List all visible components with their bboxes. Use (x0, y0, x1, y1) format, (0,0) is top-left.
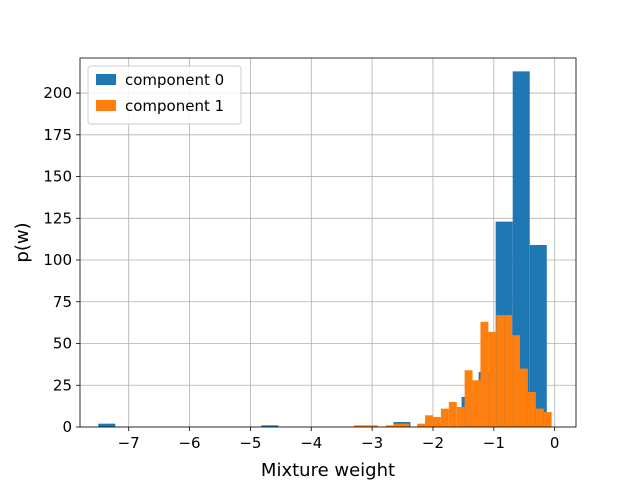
grid (80, 58, 576, 428)
x-tick-label: 0 (550, 434, 560, 452)
x-tick-label: −4 (300, 434, 322, 452)
bar-component-1 (432, 416, 441, 427)
bar-component-1 (385, 425, 394, 427)
bar-component-1 (425, 415, 433, 427)
y-tick-label: 175 (43, 126, 72, 144)
bar-component-1 (464, 370, 473, 427)
bar-component-1 (456, 406, 465, 427)
y-tick-label: 0 (62, 418, 72, 436)
y-tick-label: 200 (43, 84, 72, 102)
x-tick-label: −3 (361, 434, 383, 452)
bar-component-1 (440, 408, 449, 427)
bar-component-1 (496, 315, 505, 427)
x-tick-label: −7 (118, 434, 140, 452)
y-tick-label: 150 (43, 168, 72, 186)
x-tick-label: −5 (239, 434, 261, 452)
bar-component-1 (448, 401, 457, 427)
x-axis: −7 −6 −5 −4 −3 −2 −1 0 (118, 427, 560, 452)
y-axis: 0 25 50 75 100 125 150 175 200 (43, 84, 80, 436)
bar-component-0 (98, 423, 116, 427)
bar-component-0 (261, 425, 279, 427)
legend-box (87, 65, 242, 125)
bar-component-1 (417, 423, 426, 427)
bar-component-1 (472, 380, 481, 427)
y-tick-label: 100 (43, 251, 72, 269)
legend: component 0 component 1 (87, 65, 242, 125)
y-tick-label: 125 (43, 209, 72, 227)
bar-component-1 (353, 425, 362, 427)
y-tick-label: 75 (53, 293, 72, 311)
x-tick-label: −2 (422, 434, 444, 452)
bar-component-0 (529, 245, 547, 427)
bar-component-1 (480, 321, 489, 427)
legend-swatch-0 (96, 74, 116, 85)
legend-swatch-1 (96, 100, 116, 111)
bar-component-1 (535, 408, 544, 427)
x-tick-label: −1 (483, 434, 505, 452)
bar-component-1 (527, 391, 536, 427)
bar-component-1 (361, 425, 370, 427)
x-axis-label: Mixture weight (261, 460, 395, 480)
y-tick-label: 25 (53, 376, 72, 394)
bar-component-1 (369, 425, 378, 427)
y-axis-label: p(w) (12, 222, 33, 262)
y-tick-label: 50 (53, 335, 72, 353)
legend-label-1: component 1 (125, 97, 224, 115)
legend-label-0: component 0 (125, 71, 224, 89)
plot-frame (79, 57, 577, 428)
bar-component-1 (401, 423, 410, 427)
bar-component-1 (504, 315, 513, 427)
x-tick-label: −6 (178, 434, 200, 452)
bar-component-1 (520, 368, 528, 427)
bar-component-1 (543, 411, 552, 427)
bar-component-1 (488, 331, 497, 427)
bar-component-1 (512, 335, 521, 427)
bars (98, 71, 552, 427)
bar-component-1 (393, 423, 402, 427)
